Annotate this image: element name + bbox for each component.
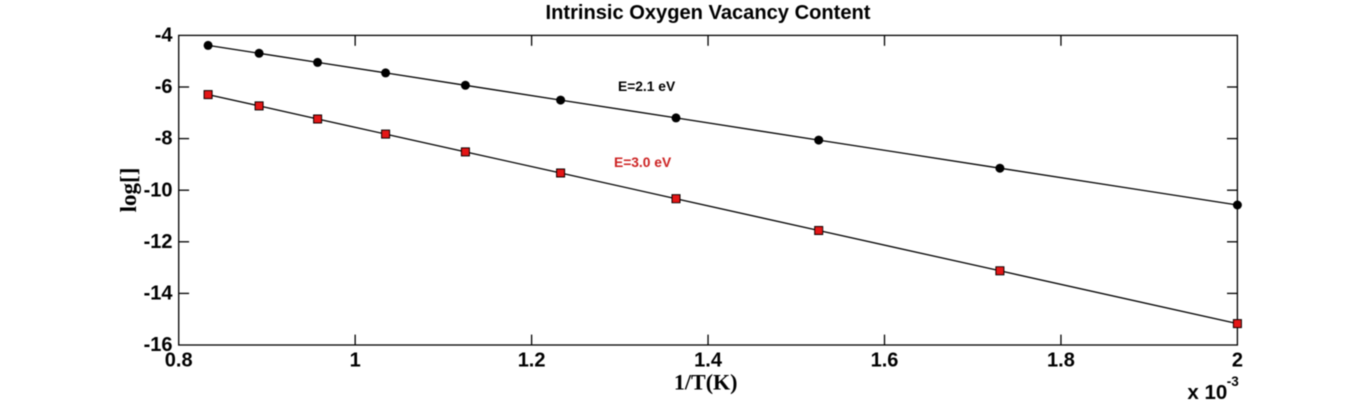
svg-text:1.4: 1.4 <box>694 349 723 371</box>
svg-text:1/T(K): 1/T(K) <box>674 369 738 394</box>
svg-text:log[]: log[] <box>116 168 141 213</box>
svg-text:E=2.1 eV: E=2.1 eV <box>618 79 676 94</box>
svg-text:-14: -14 <box>144 283 174 305</box>
svg-text:-6: -6 <box>155 76 173 98</box>
svg-text:-8: -8 <box>155 128 173 150</box>
svg-text:1.2: 1.2 <box>518 349 546 371</box>
svg-text:-4: -4 <box>155 25 174 47</box>
svg-text:0.8: 0.8 <box>165 349 193 371</box>
svg-text:-16: -16 <box>144 334 173 356</box>
svg-text:x 10: x 10 <box>1187 381 1227 400</box>
svg-text:1: 1 <box>350 349 361 371</box>
svg-text:1.8: 1.8 <box>1047 349 1075 371</box>
svg-text:2: 2 <box>1232 349 1243 371</box>
svg-text:1.6: 1.6 <box>871 349 899 371</box>
svg-text:E=3.0 eV: E=3.0 eV <box>614 155 672 170</box>
svg-text:-12: -12 <box>144 231 173 253</box>
svg-text:-3: -3 <box>1227 374 1239 389</box>
svg-text:-10: -10 <box>144 179 173 201</box>
svg-text:Intrinsic Oxygen Vacancy Conte: Intrinsic Oxygen Vacancy Content <box>546 2 871 24</box>
